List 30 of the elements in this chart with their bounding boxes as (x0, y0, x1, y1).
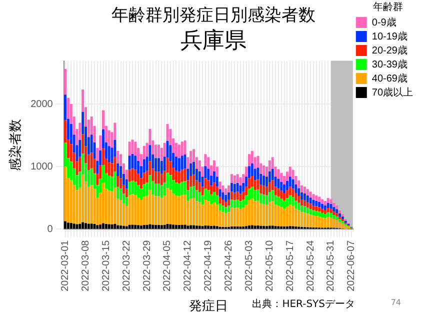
y-tick-label: 2000 (30, 98, 54, 110)
x-tick-label: 2022-05-03 (244, 240, 255, 292)
x-tick-label: 2022-05-24 (305, 240, 316, 292)
legend-label: 70歳以上 (372, 86, 413, 98)
y-tick-label: 1000 (30, 161, 54, 172)
chart-title: 年齢群別発症日別感染者数 (112, 6, 316, 26)
source-note: 出典：HER-SYSデータ (252, 298, 355, 311)
x-tick-label: 2022-03-22 (121, 240, 132, 292)
legend-label: 10-19歳 (372, 30, 408, 42)
x-tick-label: 2022-03-29 (142, 240, 153, 292)
x-tick-label: 2022-03-15 (100, 240, 112, 292)
x-tick-label: 2022-05-17 (284, 240, 296, 292)
x-tick-label: 2022-05-10 (264, 240, 276, 292)
text: 74 (390, 298, 401, 307)
chart-subtitle: 兵庫県 (180, 28, 246, 54)
legend-label: 0-9歳 (372, 16, 396, 28)
x-tick-label: 2022-04-12 (182, 240, 194, 292)
x-tick-label: 2022-04-19 (203, 240, 214, 292)
y-tick-label: 0 (47, 224, 54, 235)
legend-label: 40-69歳 (372, 72, 408, 84)
x-tick-label: 2022-05-31 (326, 240, 337, 292)
x-tick-label: 2022-04-05 (162, 240, 174, 292)
legend-label: 30-39歳 (372, 58, 408, 70)
x-tick-label: 2022-06-07 (346, 240, 358, 292)
x-tick-label: 2022-03-08 (80, 240, 92, 292)
legend-label: 20-29歳 (372, 44, 408, 56)
x-tick-label: 2022-04-26 (224, 240, 235, 292)
y-axis-title: 感染者数 (7, 119, 22, 172)
x-axis-title: 発症日 (188, 298, 228, 313)
x-tick-label: 2022-03-01 (60, 240, 72, 292)
